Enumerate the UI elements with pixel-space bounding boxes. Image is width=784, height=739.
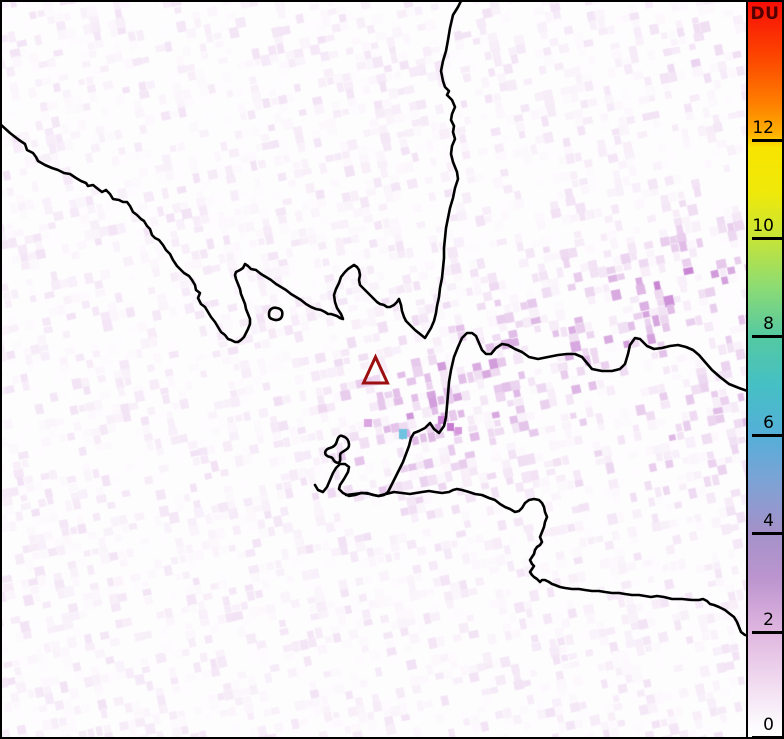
coastline-path [344, 487, 746, 637]
colorbar-unit-label: DU [750, 4, 780, 24]
colorbar-tick-label: 6 [763, 413, 774, 433]
coastline-layer [2, 2, 746, 637]
colorbar-tick-label: 0 [763, 715, 774, 735]
volcano-marker [361, 353, 390, 385]
colorbar-tick-label: 8 [763, 314, 774, 334]
coastlines [2, 2, 746, 637]
colorbar-tick-label: 12 [752, 118, 774, 138]
colorbar-gradient [748, 2, 782, 737]
coastline-path [323, 434, 351, 465]
colorbar-tick-mark [752, 139, 782, 142]
colorbar-tick-mark [752, 736, 782, 739]
colorbar-tick-mark [752, 237, 782, 240]
coastline-path [267, 306, 284, 322]
map-panel [0, 0, 746, 739]
colorbar-tick-label: 2 [763, 610, 774, 630]
colorbar: DU 12 10 8 6 4 2 0 [746, 0, 784, 739]
coastline-path [313, 331, 746, 498]
islands [267, 306, 351, 465]
coastline-path [2, 2, 462, 344]
colorbar-tick-mark [752, 335, 782, 338]
so2-pixel-field [2, 2, 746, 737]
colorbar-tick-label: 4 [763, 511, 774, 531]
colorbar-tick-label: 10 [752, 216, 774, 236]
colorbar-tick-mark [752, 532, 782, 535]
colorbar-tick-mark [752, 631, 782, 634]
colorbar-tick-mark [752, 434, 782, 437]
